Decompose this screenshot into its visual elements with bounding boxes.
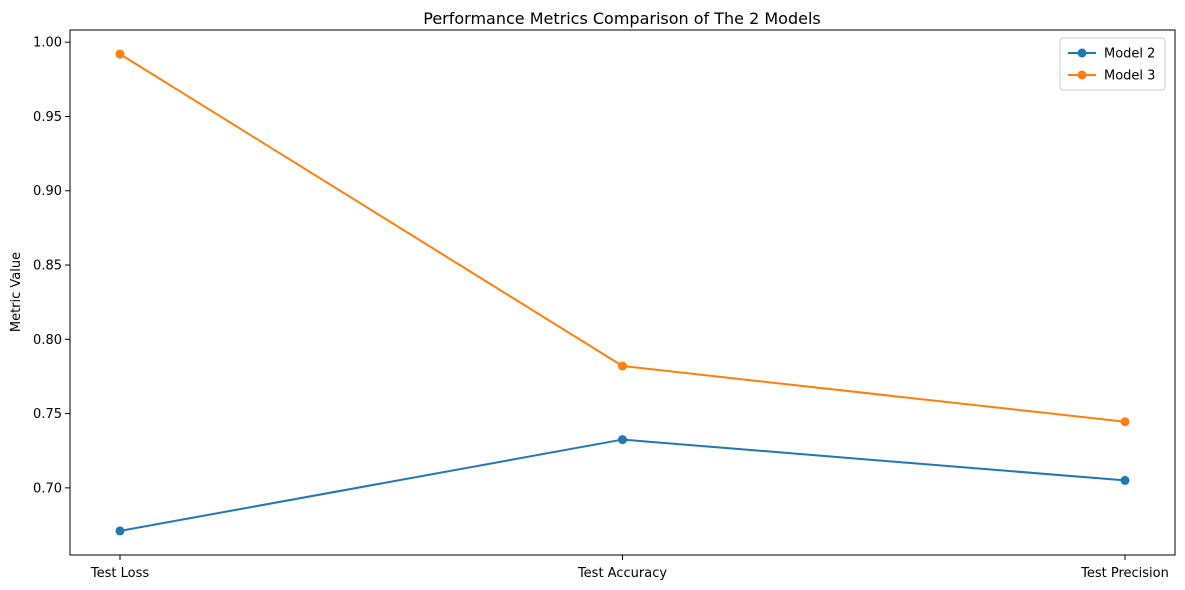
data-point xyxy=(1120,475,1130,485)
y-tick-label: 0.90 xyxy=(33,184,62,199)
data-point xyxy=(1120,417,1130,427)
y-tick-label: 0.75 xyxy=(33,407,62,422)
legend-item: Model 2 xyxy=(1068,47,1155,62)
y-tick-label: 0.80 xyxy=(33,333,62,348)
legend: Model 2 Model 3 xyxy=(1059,37,1166,91)
legend-label: Model 2 xyxy=(1104,47,1155,62)
legend-label: Model 3 xyxy=(1104,69,1155,84)
y-axis: 0.70 0.75 0.80 0.85 0.90 0.95 1.00 xyxy=(33,36,70,496)
y-tick-label: 0.70 xyxy=(33,481,62,496)
series-line xyxy=(119,438,1126,532)
x-tick-label: Test Loss xyxy=(90,566,149,581)
y-tick-label: 1.00 xyxy=(33,36,62,51)
x-tick-label: Test Accuracy xyxy=(577,566,667,581)
legend-swatch-marker xyxy=(1077,48,1087,58)
data-point xyxy=(618,435,627,445)
legend-item: Model 3 xyxy=(1068,69,1155,84)
plot-area xyxy=(69,29,1176,556)
data-point xyxy=(618,361,627,371)
x-tick-label: Test Precision xyxy=(1080,566,1169,581)
series-layer xyxy=(115,49,1130,536)
chart-title: Performance Metrics Comparison of The 2 … xyxy=(423,9,821,28)
legend-box xyxy=(1059,37,1166,91)
x-axis: Test Loss Test Accuracy Test Precision xyxy=(90,555,1169,581)
y-tick-label: 0.85 xyxy=(33,259,62,274)
series-model-3 xyxy=(115,49,1130,427)
series-model-2 xyxy=(115,435,1130,536)
data-point xyxy=(115,526,125,536)
data-point xyxy=(115,49,125,59)
y-tick-label: 0.95 xyxy=(33,110,62,125)
legend-swatch-marker xyxy=(1077,70,1087,80)
y-axis-label: Metric Value xyxy=(9,252,24,332)
